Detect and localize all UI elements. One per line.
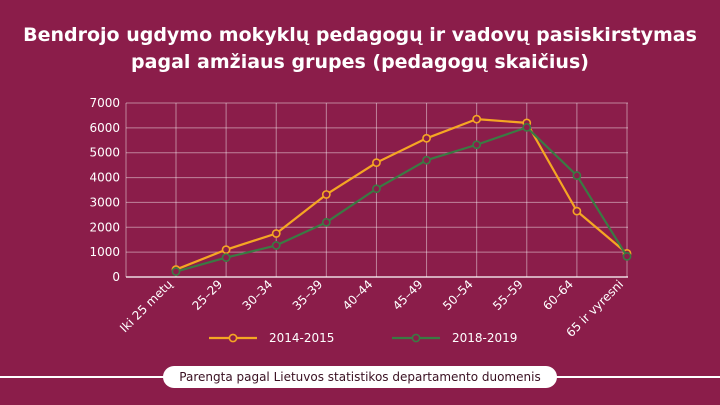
- x-tick-label: 35–39: [290, 277, 326, 313]
- x-tick-label: 25–29: [189, 277, 225, 313]
- x-axis-ticks: Iki 25 metų 25–29 30–34 35–39 40–44 45–49 50–5…: [117, 277, 626, 340]
- series-lines: [171, 114, 632, 276]
- x-tick-label: 30–34: [240, 277, 276, 313]
- y-tick-label: 4000: [89, 171, 120, 185]
- legend-marker: [228, 333, 238, 343]
- data-point: [271, 241, 281, 250]
- legend-label: 2014-2015: [269, 331, 334, 345]
- chart-title-line-1: Bendrojo ugdymo mokyklų pedagogų ir vado…: [23, 24, 697, 46]
- chart-title-line-2: pagal amžiaus grupes (pedagogų skaičius): [131, 51, 589, 73]
- legend-label: 2018-2019: [452, 331, 517, 345]
- y-axis-ticks: 0 1000 2000 3000 4000 5000 6000 7000: [89, 96, 120, 284]
- data-point: [372, 184, 381, 194]
- y-tick-label: 2000: [89, 220, 120, 234]
- data-point: [321, 217, 331, 227]
- data-point: [572, 206, 582, 216]
- y-tick-label: 0: [112, 270, 120, 284]
- data-point: [372, 158, 381, 168]
- legend-marker: [411, 333, 421, 343]
- data-point: [472, 114, 482, 124]
- y-tick-label: 3000: [89, 195, 120, 209]
- data-point: [321, 190, 331, 199]
- data-point: [622, 251, 632, 261]
- legend: 2014-2015 2018-2019: [209, 331, 517, 345]
- x-tick-label: Iki 25 metų: [117, 277, 175, 335]
- data-point: [522, 122, 532, 132]
- gridlines: [125, 102, 628, 278]
- data-point: [221, 245, 231, 255]
- y-tick-label: 1000: [89, 245, 120, 259]
- data-point: [422, 133, 431, 143]
- data-point: [271, 229, 281, 238]
- data-point: [221, 253, 231, 263]
- data-point: [572, 171, 582, 180]
- data-point: [171, 267, 181, 276]
- chart-title: Bendrojo ugdymo mokyklų pedagogų ir vado…: [0, 22, 720, 76]
- x-tick-label: 50–54: [440, 277, 476, 313]
- x-tick-label: 55–59: [490, 277, 526, 313]
- y-tick-label: 7000: [89, 96, 120, 110]
- y-tick-label: 5000: [89, 146, 120, 160]
- data-point: [472, 140, 482, 150]
- y-tick-label: 6000: [89, 121, 120, 135]
- x-tick-label: 45–49: [390, 277, 426, 313]
- data-point: [422, 155, 431, 165]
- source-note: Parengta pagal Lietuvos statistikos depa…: [163, 366, 557, 388]
- series-line: [175, 126, 628, 273]
- x-tick-label: 60–64: [540, 277, 576, 313]
- series-line: [175, 118, 628, 271]
- x-tick-label: 40–44: [340, 277, 376, 313]
